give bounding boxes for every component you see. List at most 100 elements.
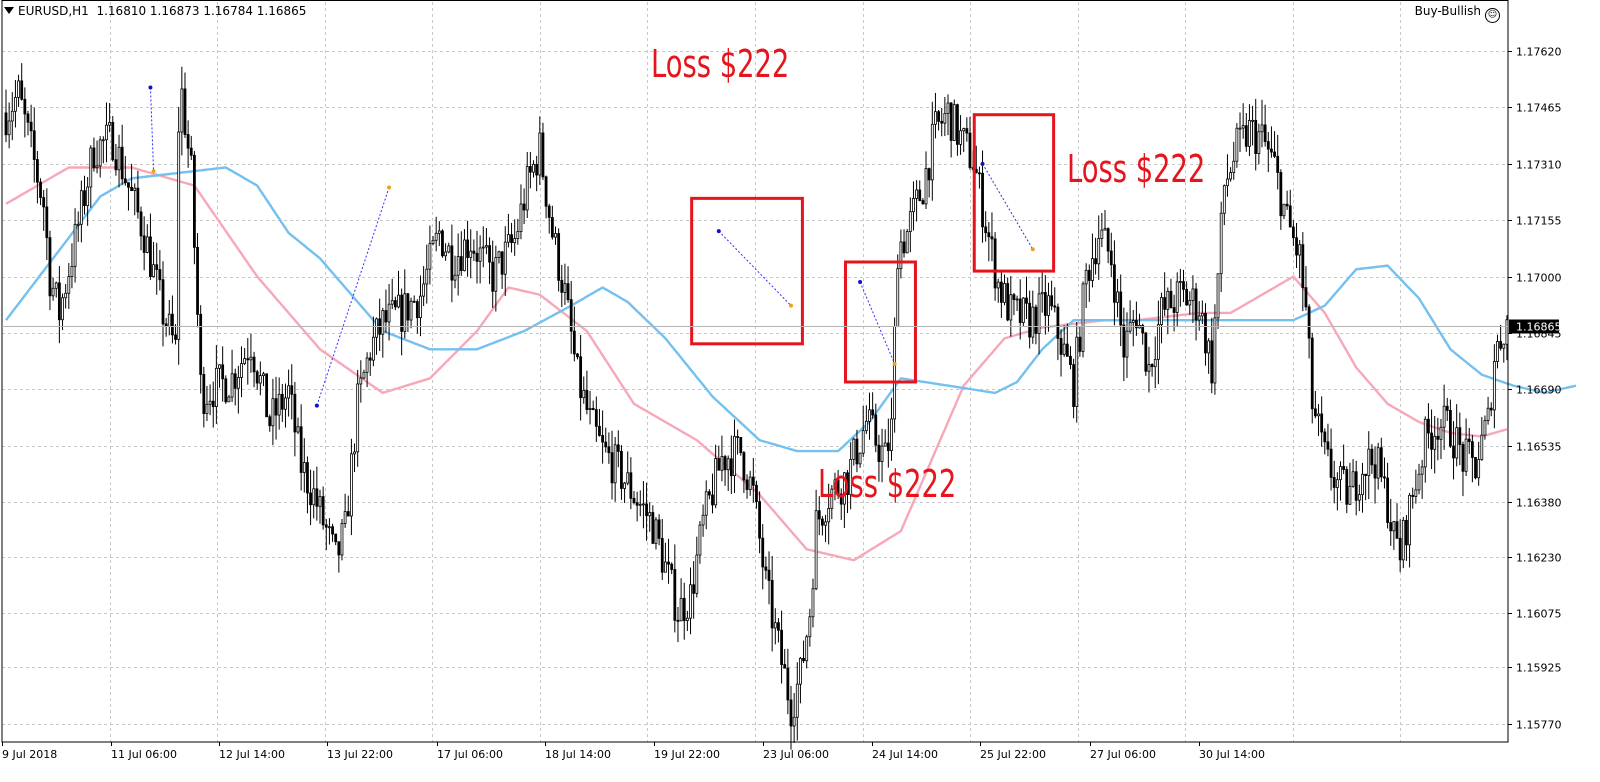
candle [450, 224, 454, 303]
candle-body-bear [1474, 457, 1477, 479]
candle-body-bull [1339, 466, 1342, 481]
candle [1178, 268, 1182, 307]
candle [579, 334, 583, 421]
candle-body-bull [1216, 273, 1220, 319]
candle-body-bear [1383, 476, 1386, 479]
candle [1204, 303, 1207, 366]
candle-body-bull [701, 514, 705, 526]
candle [167, 299, 171, 336]
candle-body-bull [698, 524, 702, 556]
candle [770, 555, 774, 652]
candle-body-bull [959, 130, 962, 145]
candle-body-bull [494, 257, 498, 292]
candle-body-bear [324, 524, 328, 528]
candle-body-bear [522, 203, 526, 211]
candle [959, 115, 962, 155]
candle [1219, 201, 1223, 293]
candle [199, 305, 203, 394]
candle [591, 400, 595, 411]
candle [64, 283, 68, 309]
time-label: 27 Jul 06:00 [1090, 748, 1156, 761]
candle-body-bull [896, 268, 900, 328]
candle-body-bull [353, 451, 356, 455]
candle [299, 404, 303, 491]
candle-body-bull [318, 496, 322, 507]
candle [682, 582, 686, 640]
candle [1003, 274, 1006, 306]
candle-body-bull [73, 223, 77, 267]
candle-body-bull [858, 452, 862, 465]
candle [1062, 325, 1066, 357]
candle-body-bull [1496, 341, 1499, 362]
trade-entry-marker [716, 229, 721, 234]
chevron-down-icon[interactable] [4, 7, 14, 14]
candle [952, 99, 956, 141]
candle [613, 437, 617, 502]
candle-body-bull [799, 657, 802, 685]
candle-body-bear [993, 238, 997, 289]
candle [532, 160, 535, 178]
candle [152, 241, 155, 278]
candle-body-bull [1081, 283, 1085, 352]
candle-body-bull [371, 336, 375, 361]
candle-body-bear [544, 176, 548, 207]
candle [1379, 437, 1383, 483]
candle-body-bear [566, 283, 570, 301]
candle [1348, 462, 1352, 505]
candle [516, 218, 520, 245]
candle [987, 222, 991, 262]
candle [999, 272, 1003, 318]
candle [362, 369, 366, 380]
candle [868, 392, 871, 440]
candle [1078, 326, 1082, 357]
candle-body-bear [1364, 473, 1368, 477]
candle [811, 578, 815, 628]
candle [76, 211, 80, 242]
candle-body-bear [1354, 471, 1358, 501]
candle [645, 482, 648, 541]
candle [742, 451, 746, 494]
candle-body-bear [393, 300, 397, 308]
candle-body-bull [1483, 420, 1487, 436]
candle [1499, 324, 1503, 351]
candle-body-bear [441, 230, 444, 257]
candle [827, 483, 831, 545]
candle [1097, 215, 1101, 280]
trade-line [982, 163, 1034, 250]
candle-body-bear [937, 111, 940, 122]
candle [918, 180, 922, 202]
candle [284, 383, 287, 428]
candle-body-bear [591, 407, 595, 410]
candle-body-bull [1156, 324, 1160, 360]
candle-body-bull [864, 420, 868, 432]
candle [268, 414, 272, 432]
candle [714, 444, 718, 509]
candle-body-bull [312, 488, 316, 506]
candle [340, 519, 344, 561]
candle-body-bull [1021, 297, 1025, 323]
candle [393, 296, 397, 311]
candle-body-bull [1040, 292, 1044, 295]
candle-body-bear [1210, 340, 1214, 384]
candle-body-bear [246, 358, 250, 361]
candle [293, 381, 297, 457]
candle [802, 640, 805, 663]
candle [758, 491, 761, 554]
expert-advisor-label[interactable]: Buy-Bullish ☺ [1415, 4, 1500, 23]
candle [196, 233, 199, 328]
candle [789, 685, 793, 750]
candle [1191, 275, 1195, 324]
candle [1081, 281, 1085, 358]
candle [576, 353, 579, 360]
candle-body-bear [990, 236, 994, 240]
candle [111, 116, 115, 162]
candle [39, 178, 42, 206]
candle-body-bear [1292, 226, 1295, 239]
candle-body-bear [1069, 355, 1072, 365]
candle [337, 541, 341, 573]
candle-body-bull [328, 526, 331, 529]
candle [1420, 459, 1424, 499]
candle [852, 437, 856, 466]
